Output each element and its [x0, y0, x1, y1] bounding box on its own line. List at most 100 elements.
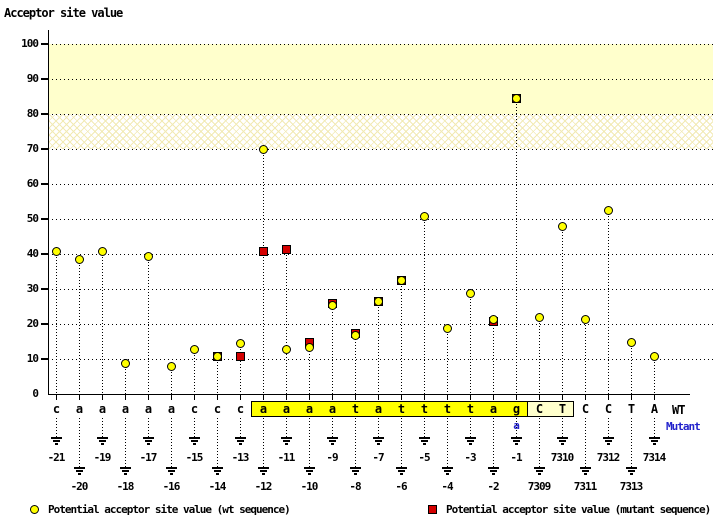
- y-gridline: [48, 219, 713, 220]
- marker-stem: [240, 343, 241, 394]
- position-label: -2: [487, 480, 499, 493]
- ground-symbol: [373, 437, 384, 445]
- position-label: -13: [231, 451, 250, 464]
- marker-stem: [217, 356, 218, 394]
- y-gridline: [48, 149, 713, 150]
- marker-stem: [562, 226, 563, 394]
- ground-bar: [423, 443, 426, 445]
- legend-wt: Potential acceptor site value (wt sequen…: [30, 503, 291, 516]
- ground-bar: [375, 440, 382, 442]
- mutant-base: a: [513, 419, 520, 432]
- sequence-base: a: [121, 402, 129, 416]
- ground-symbol: [603, 437, 614, 445]
- position-dropline: [654, 418, 655, 437]
- marker-stem: [378, 301, 379, 394]
- x-tick: [539, 395, 540, 400]
- y-axis: [48, 30, 49, 395]
- sequence-base: C: [535, 402, 543, 416]
- sequence-base: C: [581, 402, 589, 416]
- sequence-base: c: [52, 402, 60, 416]
- ground-bar: [166, 467, 177, 469]
- wt-marker: [190, 345, 199, 354]
- marker-stem: [608, 210, 609, 394]
- position-label: -12: [254, 480, 273, 493]
- ground-symbol: [189, 437, 200, 445]
- y-gridline: [48, 289, 713, 290]
- y-gridline: [48, 359, 713, 360]
- legend-mutant: Potential acceptor site value (mutant se…: [428, 503, 711, 516]
- sequence-base: a: [328, 402, 336, 416]
- marker-stem: [332, 303, 333, 394]
- position-label: 7314: [642, 451, 667, 464]
- x-tick: [309, 395, 310, 400]
- sequence-base: a: [305, 402, 313, 416]
- ground-bar: [651, 440, 658, 442]
- sequence-base: c: [236, 402, 244, 416]
- x-tick: [585, 395, 586, 400]
- marker-stem: [79, 259, 80, 394]
- ground-bar: [191, 440, 198, 442]
- ground-bar: [189, 437, 200, 439]
- sequence-base: T: [627, 402, 635, 416]
- ground-bar: [444, 470, 451, 472]
- position-label: -16: [162, 480, 181, 493]
- ground-bar: [396, 467, 407, 469]
- ground-symbol: [488, 467, 499, 475]
- y-gridline: [48, 324, 713, 325]
- marker-stem: [585, 319, 586, 394]
- ground-bar: [331, 443, 334, 445]
- wt-marker: [52, 247, 61, 256]
- ground-symbol: [74, 467, 85, 475]
- ground-bar: [511, 437, 522, 439]
- x-tick: [125, 395, 126, 400]
- marker-stem: [631, 342, 632, 394]
- wt-marker: [282, 345, 291, 354]
- position-dropline: [539, 418, 540, 467]
- ground-bar: [446, 473, 449, 475]
- sequence-base: a: [489, 402, 497, 416]
- wt-marker: [374, 297, 383, 306]
- position-dropline: [470, 418, 471, 437]
- x-tick: [654, 395, 655, 400]
- marker-stem: [447, 328, 448, 394]
- ground-symbol: [534, 467, 545, 475]
- marker-stem: [286, 249, 287, 394]
- x-tick: [102, 395, 103, 400]
- marker-stem: [470, 293, 471, 394]
- position-label: -17: [139, 451, 158, 464]
- ground-bar: [76, 470, 83, 472]
- sequence-base: t: [443, 402, 451, 416]
- ground-bar: [170, 473, 173, 475]
- chart-title: Acceptor site value: [4, 6, 123, 20]
- ground-symbol: [120, 467, 131, 475]
- x-tick: [401, 395, 402, 400]
- position-label: -8: [349, 480, 361, 493]
- ground-bar: [97, 437, 108, 439]
- sequence-base: C: [604, 402, 612, 416]
- ground-bar: [101, 443, 104, 445]
- marker-stem: [309, 342, 310, 394]
- ground-symbol: [281, 437, 292, 445]
- ground-bar: [492, 473, 495, 475]
- x-tick: [332, 395, 333, 400]
- ground-symbol: [97, 437, 108, 445]
- position-dropline: [447, 418, 448, 467]
- position-dropline: [401, 418, 402, 467]
- ground-symbol: [580, 467, 591, 475]
- position-label: -10: [300, 480, 319, 493]
- ground-bar: [584, 473, 587, 475]
- wt-marker: [121, 359, 130, 368]
- y-tick-label: 100: [21, 37, 39, 50]
- x-tick: [493, 395, 494, 400]
- ground-bar: [352, 470, 359, 472]
- ground-bar: [281, 437, 292, 439]
- sequence-base: a: [374, 402, 382, 416]
- position-dropline: [355, 418, 356, 467]
- x-axis: [48, 394, 690, 395]
- ground-bar: [327, 437, 338, 439]
- ground-bar: [147, 443, 150, 445]
- position-label: -19: [93, 451, 112, 464]
- ground-bar: [398, 470, 405, 472]
- ground-bar: [536, 470, 543, 472]
